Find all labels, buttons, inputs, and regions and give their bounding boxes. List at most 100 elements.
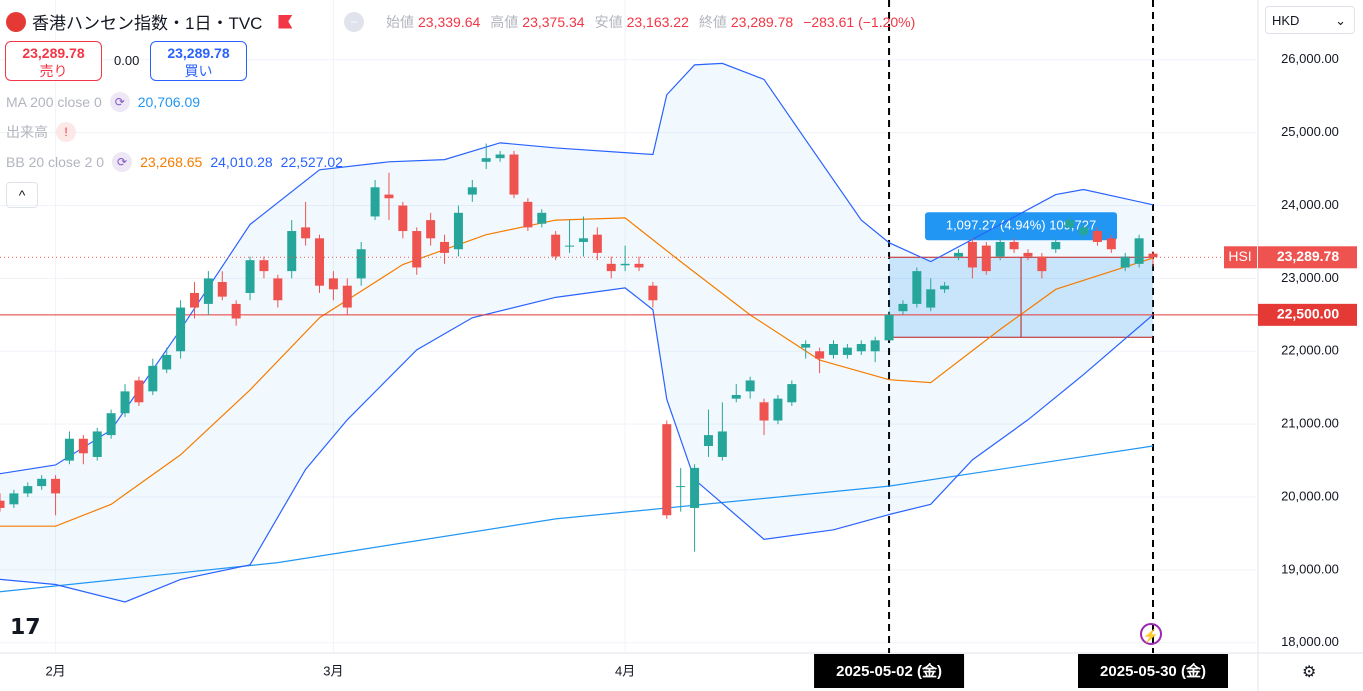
hide-button[interactable]: − — [344, 12, 364, 32]
ohlc-label: 高値 — [490, 14, 519, 30]
candle-body — [1037, 256, 1047, 272]
indicator-name: 出来高 — [6, 124, 48, 140]
candle-body — [440, 241, 450, 253]
candle-body — [898, 303, 908, 312]
candle-body — [967, 241, 977, 268]
x-tick-label: 2025-05-02 (金) — [836, 662, 942, 680]
candle-body — [245, 260, 255, 293]
candle-body — [0, 500, 5, 508]
logo — [6, 11, 26, 32]
candle-body — [1079, 227, 1089, 235]
indicator-value: 20,706.09 — [137, 94, 201, 110]
currency-select[interactable]: HKD ⌄ — [1265, 6, 1355, 34]
ohlc-label: 終値 — [698, 14, 727, 30]
candle-body — [842, 347, 852, 355]
candle-body — [92, 431, 102, 457]
ohlc-value: 23,339.64 — [418, 14, 481, 30]
candle-body — [787, 384, 797, 403]
y-tick-label: 24,000.00 — [1281, 197, 1339, 212]
candle-body — [301, 227, 311, 239]
ohlc-label: 始値 — [386, 14, 414, 30]
candle-body — [189, 292, 199, 308]
candle-body — [384, 194, 394, 199]
measure-label: 1,097.27 (4.94%) 109,727 — [946, 218, 1096, 233]
candle-body — [1120, 256, 1130, 268]
indicator-icon: ! — [56, 122, 76, 142]
flag[interactable] — [278, 14, 293, 29]
candle-body — [828, 343, 838, 355]
candle-body — [634, 263, 644, 268]
candle-body — [9, 493, 19, 505]
candle-body — [1106, 238, 1116, 250]
y-tick-label: 23,000.00 — [1281, 270, 1339, 285]
indicator-row: BB 20 close 2 0 ⟳ 23,268.65 24,010.28 22,527… — [6, 152, 343, 172]
candle-body — [481, 158, 491, 162]
candle-body — [1051, 241, 1061, 250]
currency: HKD — [1272, 13, 1300, 28]
candle-body — [537, 212, 547, 224]
collapse-button[interactable]: ^ — [6, 182, 38, 208]
candle-body — [565, 245, 575, 247]
indicator-name: MA 200 close 0 — [6, 94, 102, 110]
candle-body — [1092, 231, 1102, 242]
candle-body — [398, 205, 408, 232]
x-tick-label: 3月 — [323, 663, 343, 678]
indicator-value: 24,010.28 — [210, 154, 273, 170]
candle-body — [106, 413, 116, 436]
candle-body — [162, 354, 172, 370]
candle-body — [662, 424, 672, 516]
candle-body — [912, 271, 922, 304]
candle-body — [273, 278, 283, 301]
indicator-line — [0, 217, 1154, 527]
candle-body — [676, 486, 686, 488]
spread: 0.00 — [114, 53, 140, 68]
indicator-row: MA 200 close 0 ⟳ 20,706.09 — [6, 92, 200, 112]
date-badge — [1078, 654, 1228, 688]
candle-body — [551, 234, 561, 257]
indicator-value: 23,268.65 — [140, 154, 203, 170]
candle-body — [815, 351, 825, 359]
indicator-icon: ⟳ — [112, 152, 133, 172]
candle-body — [148, 365, 158, 392]
sell-label: 売り — [39, 63, 68, 79]
y-tick-label: 18,000.00 — [1281, 634, 1339, 649]
buy-button[interactable]: 23,289.78 買い — [150, 41, 247, 81]
x-tick-label: 4月 — [615, 663, 635, 678]
settings-icon[interactable]: ⚙ — [1302, 664, 1317, 681]
candle-body — [120, 391, 130, 414]
candle-body — [578, 238, 588, 242]
symbol-label: HSI — [1228, 248, 1251, 264]
candle-body — [856, 343, 866, 352]
candle-body — [37, 478, 47, 487]
candle-body — [426, 220, 436, 239]
hline-badge — [1258, 303, 1357, 326]
candle-body — [51, 478, 61, 494]
y-tick-label: 21,000.00 — [1281, 416, 1339, 431]
candle-body — [23, 486, 33, 494]
candle-body — [342, 285, 352, 308]
indicator-icon: ⟳ — [109, 92, 130, 112]
candle-body — [523, 201, 533, 228]
y-tick-label: 20,000.00 — [1281, 488, 1339, 503]
candle-body — [884, 314, 894, 341]
price-badge — [1258, 246, 1357, 269]
candle-body — [1065, 220, 1075, 228]
title-bar: 香港ハンセン指数・1日・TVC — [6, 9, 293, 34]
candle-body — [1023, 252, 1033, 257]
price-label: 23,289.78 — [1277, 248, 1339, 264]
y-tick-label: 25,000.00 — [1281, 124, 1339, 139]
sell-button[interactable]: 23,289.78 売り — [5, 41, 102, 81]
candle-body — [509, 154, 519, 195]
indicator-value: 22,527.02 — [280, 154, 343, 170]
candle-body — [356, 249, 366, 279]
candle-body — [259, 260, 269, 272]
candle-body — [731, 395, 741, 399]
symbol-badge — [1224, 246, 1257, 269]
y-tick-label: 26,000.00 — [1281, 51, 1339, 66]
candle-body — [1009, 241, 1019, 250]
candle-body — [467, 187, 477, 195]
candle-body — [954, 252, 964, 257]
event-icon[interactable]: ⚡ — [1140, 623, 1162, 645]
